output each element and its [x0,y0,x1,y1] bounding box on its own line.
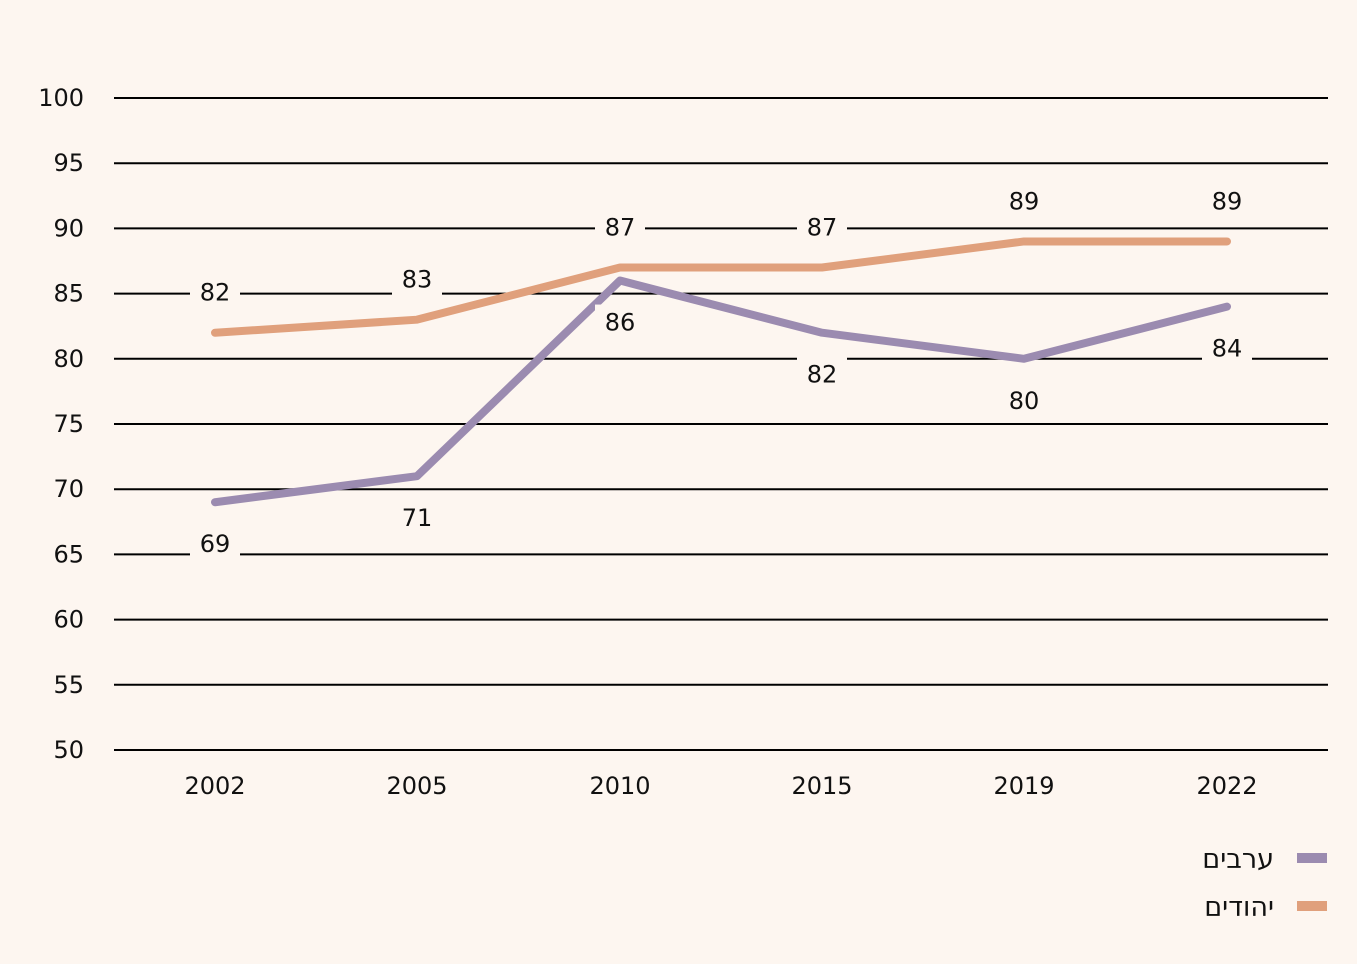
x-axis: 2002 2005 2010 2015 2019 2022 [184,772,1257,800]
data-label-bg [797,356,847,391]
data-label-bg [1202,183,1252,218]
gridlines [114,97,1328,751]
y-tick-label: 60 [53,606,84,634]
data-label: 89 [1009,187,1040,215]
y-tick-label: 85 [53,280,84,308]
data-label-bg [595,209,645,244]
data-label-bg [595,304,645,339]
data-label: 84 [1212,335,1243,363]
data-labels: 82 83 87 87 89 89 69 71 86 82 80 84 [190,183,1252,561]
x-tick-label: 2015 [791,772,852,800]
x-tick-label: 2022 [1196,772,1257,800]
x-tick-label: 2005 [386,772,447,800]
y-tick-label: 75 [53,410,84,438]
data-label: 87 [605,214,636,242]
y-tick-label: 70 [53,475,84,503]
legend-label: יהודים [1204,892,1274,923]
data-label-bg [797,209,847,244]
y-tick-label: 90 [53,214,84,242]
y-tick-label: 65 [53,540,84,568]
data-label-bg [999,382,1049,417]
series-lines [211,237,1231,507]
data-label: 89 [1212,187,1243,215]
data-label: 80 [1009,387,1040,415]
data-label: 87 [807,214,838,242]
x-tick-label: 2019 [993,772,1054,800]
data-label: 82 [200,279,231,307]
data-label-bg [999,183,1049,218]
x-tick-label: 2010 [589,772,650,800]
data-label-bg [392,261,442,296]
data-label: 83 [402,266,433,294]
y-tick-label: 100 [38,84,84,112]
y-tick-label: 55 [53,671,84,699]
y-tick-label: 80 [53,345,84,373]
x-tick-label: 2002 [184,772,245,800]
y-tick-label: 95 [53,149,84,177]
data-label-bg [1202,330,1252,365]
data-label-bg [190,274,240,309]
series-line-1 [211,276,1231,507]
legend-label: ערבים [1202,844,1274,875]
legend: ערבים יהודים [1202,844,1327,923]
data-label-bg [392,500,442,535]
data-label: 86 [605,309,636,337]
y-tick-label: 50 [53,736,84,764]
data-label: 82 [807,361,838,389]
data-label: 71 [402,504,433,532]
data-label: 69 [200,530,231,558]
series-line-0 [211,237,1231,337]
data-label-bg [190,526,240,561]
y-axis: 50 55 60 65 70 75 80 85 90 95 100 [38,84,84,764]
